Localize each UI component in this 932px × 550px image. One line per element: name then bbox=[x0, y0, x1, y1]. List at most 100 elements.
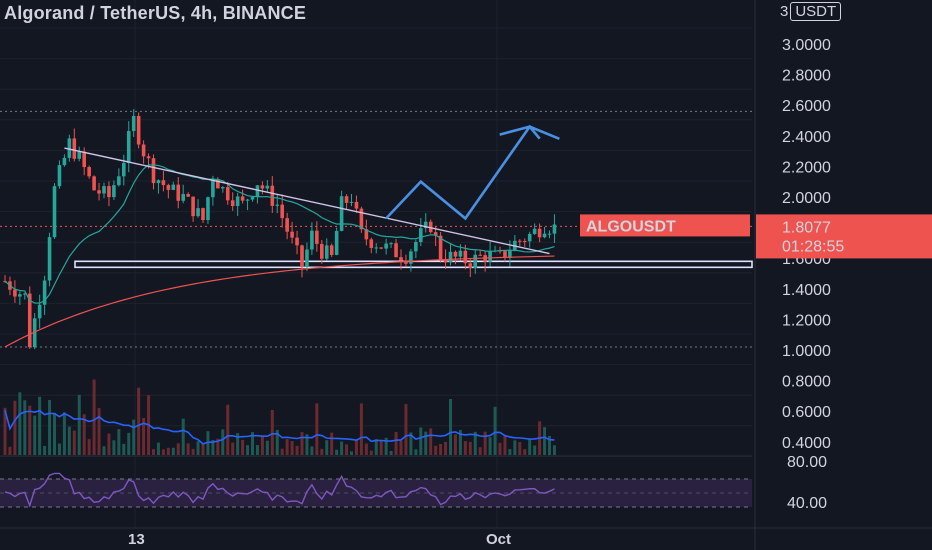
volume-bar bbox=[389, 450, 393, 455]
candle-body bbox=[151, 158, 156, 184]
candle-body bbox=[473, 254, 478, 269]
price-tick-label: 1.2000 bbox=[782, 312, 831, 329]
candle-body bbox=[18, 294, 22, 297]
candle-body bbox=[156, 180, 161, 184]
candle-body bbox=[161, 180, 166, 186]
volume-bar bbox=[275, 429, 279, 455]
candle-body bbox=[27, 293, 32, 348]
candle-body bbox=[532, 228, 537, 234]
candle-body bbox=[117, 176, 121, 186]
volume-bar bbox=[523, 449, 527, 455]
descending-trendline bbox=[64, 147, 550, 255]
volume-bar bbox=[483, 431, 487, 455]
candle-body bbox=[518, 240, 522, 242]
candle-body bbox=[82, 151, 86, 168]
candle-body bbox=[537, 228, 542, 238]
price-tick-label: 3.0000 bbox=[782, 37, 831, 54]
rsi-tick-label: 80.00 bbox=[787, 454, 827, 471]
volume-bar bbox=[18, 392, 22, 455]
candle-body bbox=[522, 241, 527, 243]
candle-body bbox=[270, 185, 275, 206]
volume-bar bbox=[374, 439, 378, 455]
candle-body bbox=[379, 247, 383, 249]
candle-body bbox=[305, 249, 309, 267]
symbol-tag-label: ALGOUSDT bbox=[586, 218, 676, 235]
volume-bar bbox=[137, 387, 141, 455]
volume-bar bbox=[246, 445, 250, 455]
rsi-panel bbox=[0, 455, 752, 508]
candle-body bbox=[122, 162, 126, 177]
volume-bar bbox=[3, 407, 7, 455]
candle-body bbox=[508, 250, 512, 258]
candle-body bbox=[216, 179, 220, 189]
volume-bar bbox=[152, 449, 155, 455]
candle-body bbox=[57, 165, 62, 187]
volume-bar bbox=[23, 400, 27, 455]
volume-bar bbox=[419, 427, 423, 455]
volume-bar bbox=[548, 435, 551, 455]
candle-body bbox=[488, 251, 492, 262]
volume-bar bbox=[518, 441, 522, 455]
volume-bar bbox=[57, 443, 61, 455]
volume-bar bbox=[166, 447, 170, 455]
volume-bar bbox=[196, 441, 200, 455]
candle-body bbox=[112, 185, 116, 198]
candle-body bbox=[374, 247, 379, 249]
candle-body bbox=[171, 184, 176, 190]
currency-unit[interactable]: 3 USDT bbox=[780, 2, 842, 21]
volume-bar bbox=[92, 379, 96, 455]
volume-bar bbox=[186, 443, 190, 455]
volume-bar bbox=[429, 428, 433, 455]
candle-body bbox=[463, 250, 468, 264]
rsi-tick-label: 40.00 bbox=[787, 495, 827, 512]
candle-body bbox=[295, 237, 299, 246]
volume-bar bbox=[28, 405, 32, 455]
candle-body bbox=[547, 233, 552, 235]
volume-bar bbox=[236, 433, 240, 455]
candle-body bbox=[438, 235, 443, 260]
volume-bar bbox=[280, 448, 284, 455]
candle-body bbox=[225, 187, 230, 201]
volume-bar bbox=[493, 406, 497, 455]
candle-body bbox=[320, 243, 324, 259]
volume-bar bbox=[513, 440, 517, 455]
candle-body bbox=[315, 230, 319, 244]
volume-bar bbox=[503, 435, 507, 455]
volume-bar bbox=[260, 436, 264, 455]
candle-body bbox=[260, 185, 265, 189]
volume-bar bbox=[434, 445, 438, 455]
ma-slow-line bbox=[4, 255, 555, 348]
volume-bar bbox=[142, 417, 146, 455]
volume-bar bbox=[478, 447, 482, 455]
volume-bar bbox=[305, 434, 309, 455]
drawings[interactable] bbox=[64, 125, 560, 255]
symbol-tag bbox=[580, 214, 750, 237]
candle-body bbox=[433, 232, 438, 236]
volume-bar bbox=[320, 448, 324, 455]
price-tick-label: 2.4000 bbox=[782, 129, 831, 146]
candle-body bbox=[126, 131, 131, 163]
candle-body bbox=[250, 197, 255, 200]
volume-bar bbox=[340, 441, 344, 455]
candle-body bbox=[369, 239, 374, 248]
volume-bar bbox=[290, 441, 294, 455]
candle-body bbox=[72, 138, 77, 159]
volume-bar bbox=[364, 443, 368, 455]
countdown-label: 01:28:55 bbox=[782, 238, 844, 255]
candle-body bbox=[211, 179, 215, 198]
time-tick-label: Oct bbox=[486, 531, 511, 548]
price-tick-label: 0.8000 bbox=[782, 374, 831, 391]
volume-bar bbox=[102, 446, 106, 455]
candle-body bbox=[384, 243, 388, 249]
projection-path bbox=[385, 125, 560, 221]
ma-fast-line bbox=[4, 164, 555, 304]
volume-bar bbox=[379, 440, 383, 455]
price-axis: 3.00002.80002.60002.40002.20002.00001.60… bbox=[580, 0, 932, 550]
candle-body bbox=[206, 197, 210, 221]
volume-bar bbox=[87, 439, 91, 455]
volume-bar bbox=[345, 444, 349, 455]
candlesticks bbox=[3, 109, 557, 350]
candle-body bbox=[97, 190, 101, 194]
